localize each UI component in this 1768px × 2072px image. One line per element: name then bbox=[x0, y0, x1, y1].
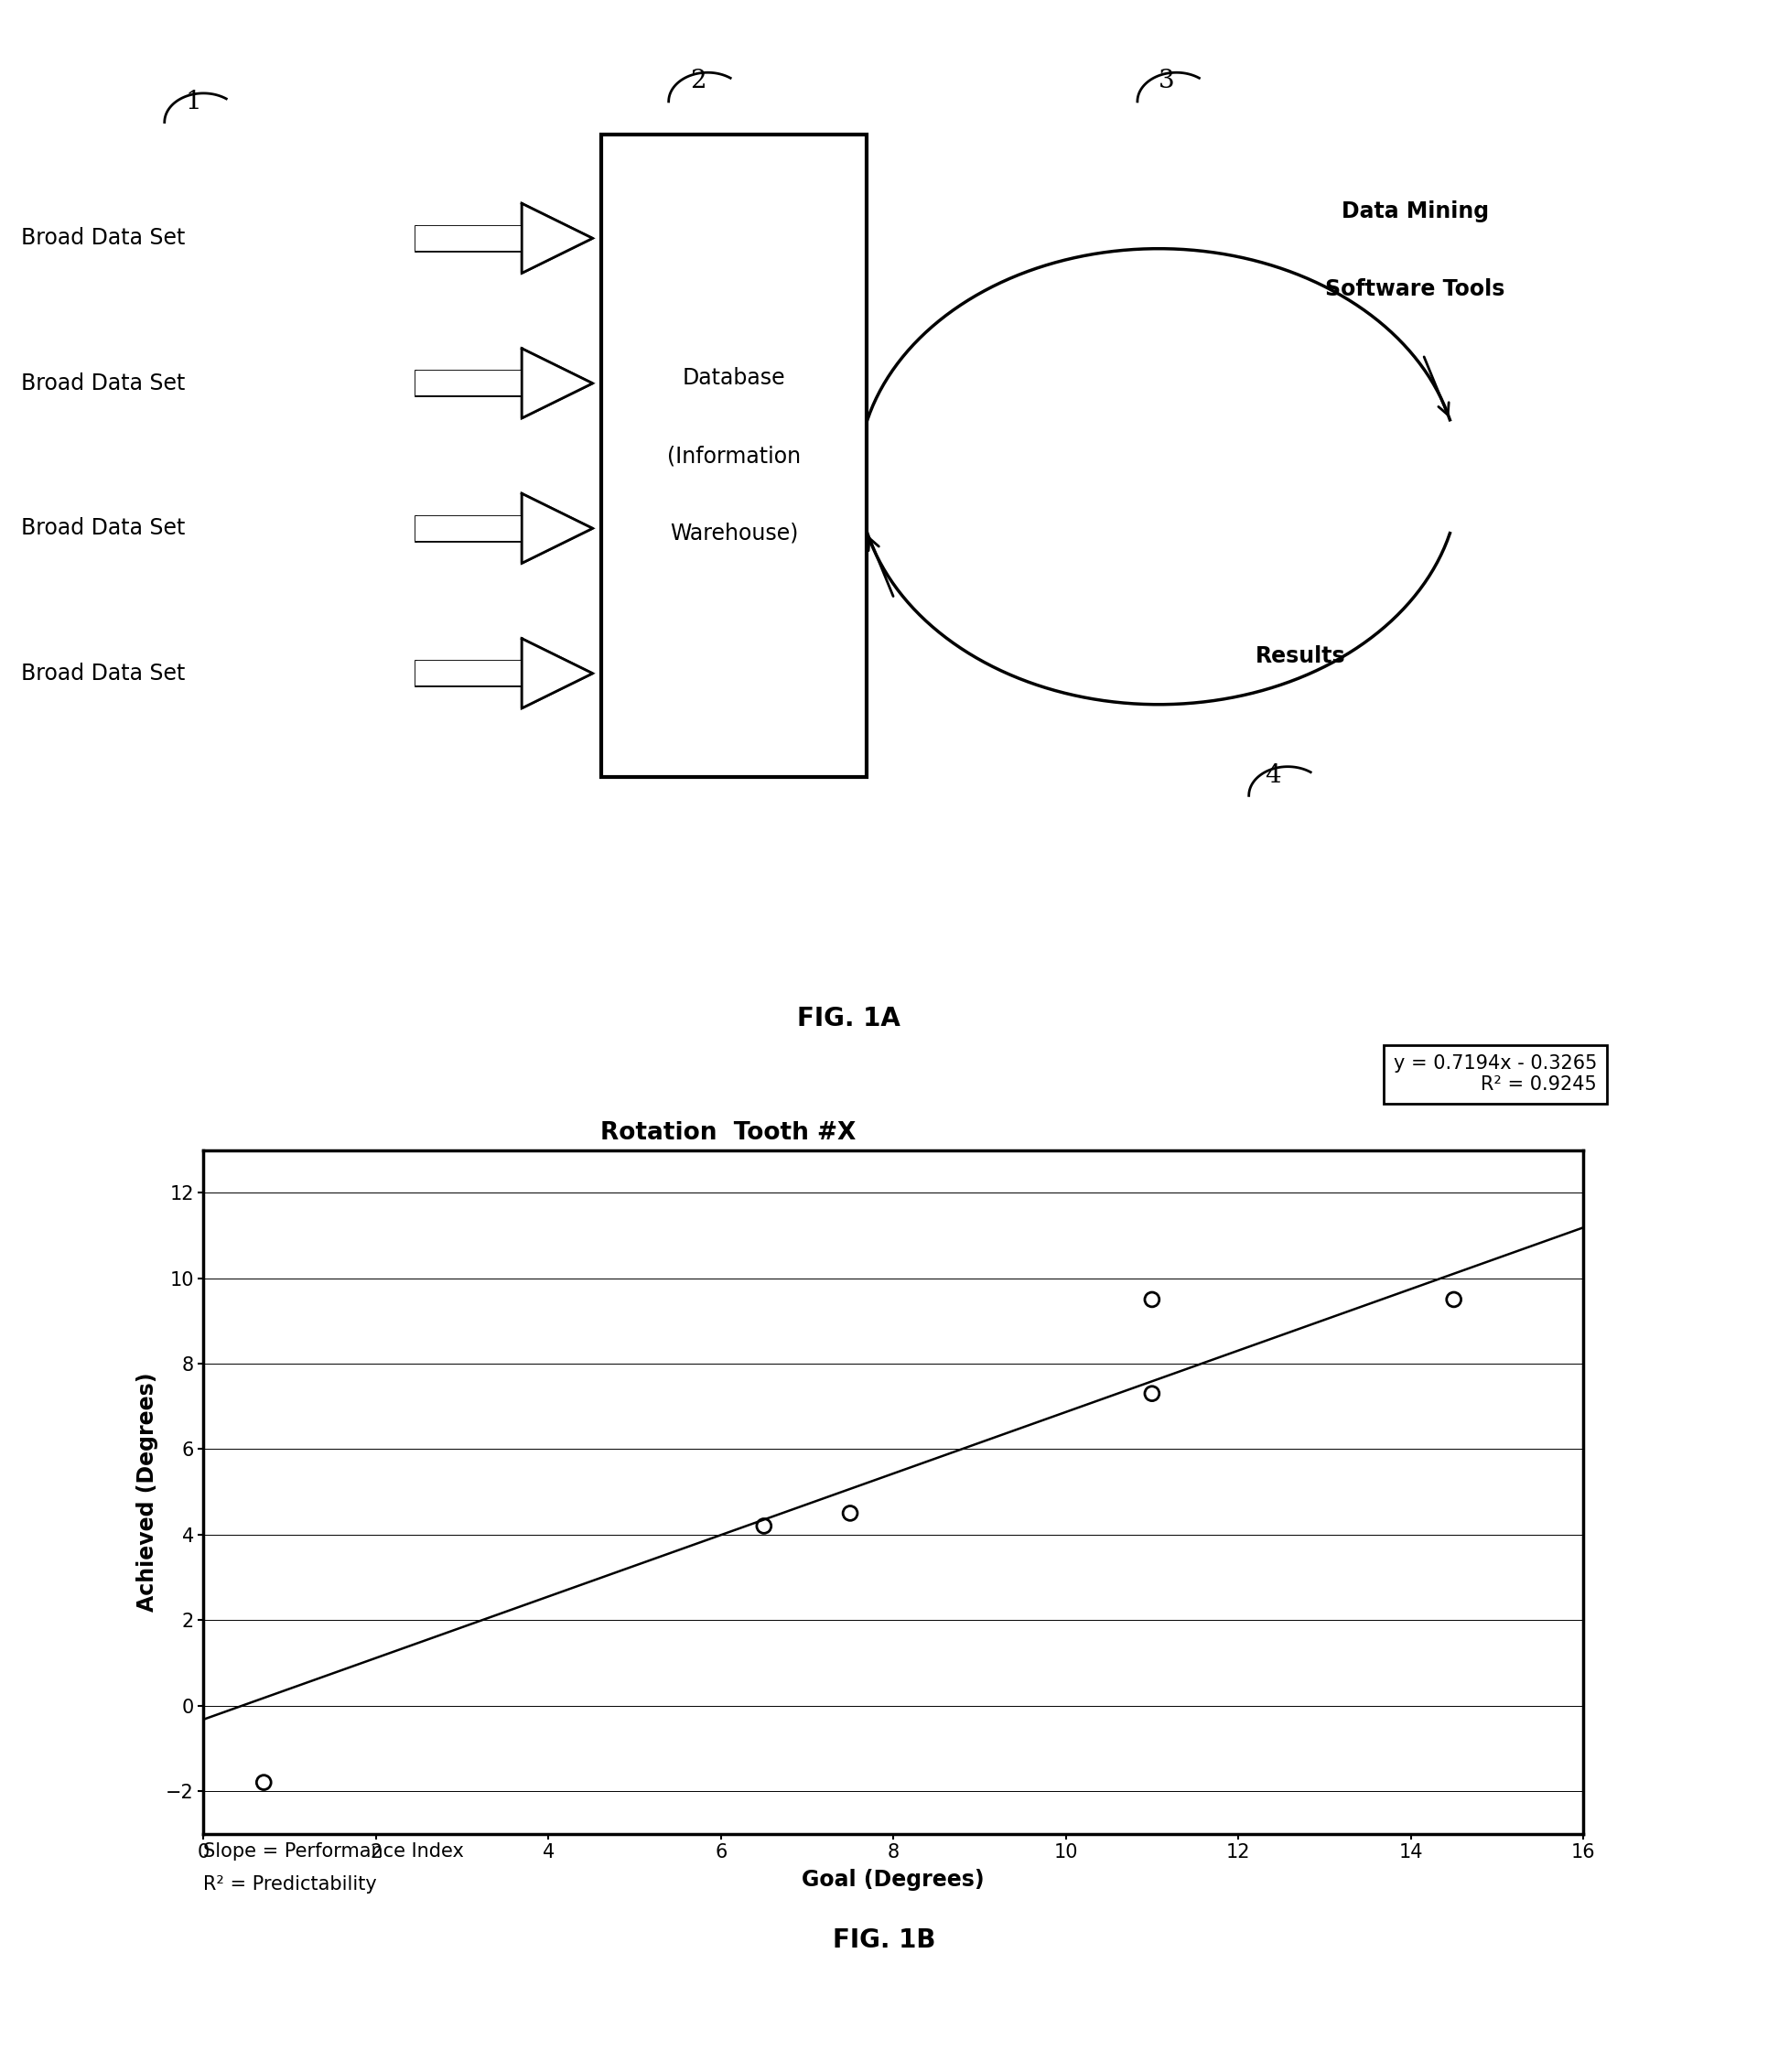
Y-axis label: Achieved (Degrees): Achieved (Degrees) bbox=[136, 1372, 157, 1612]
Text: Results: Results bbox=[1254, 646, 1345, 667]
Text: Broad Data Set: Broad Data Set bbox=[21, 518, 186, 539]
Text: Slope = Performance Index: Slope = Performance Index bbox=[203, 1842, 463, 1861]
Polygon shape bbox=[522, 203, 592, 274]
Text: Broad Data Set: Broad Data Set bbox=[21, 373, 186, 394]
Polygon shape bbox=[522, 493, 592, 564]
Title: Rotation  Tooth #X: Rotation Tooth #X bbox=[599, 1121, 856, 1146]
Text: Data Mining: Data Mining bbox=[1340, 201, 1489, 222]
Text: FIG. 1A: FIG. 1A bbox=[797, 1005, 900, 1032]
Point bbox=[1137, 1283, 1165, 1316]
Polygon shape bbox=[522, 638, 592, 709]
Text: Database: Database bbox=[682, 367, 785, 390]
Text: 4: 4 bbox=[1264, 762, 1280, 787]
Point bbox=[249, 1765, 278, 1798]
Text: y = 0.7194x - 0.3265
R² = 0.9245: y = 0.7194x - 0.3265 R² = 0.9245 bbox=[1393, 1055, 1597, 1094]
Point bbox=[750, 1508, 778, 1542]
Text: 1: 1 bbox=[186, 89, 202, 114]
Text: 2: 2 bbox=[690, 68, 705, 93]
Text: Broad Data Set: Broad Data Set bbox=[21, 663, 186, 684]
X-axis label: Goal (Degrees): Goal (Degrees) bbox=[801, 1869, 985, 1892]
Text: Warehouse): Warehouse) bbox=[670, 522, 797, 545]
Polygon shape bbox=[522, 348, 592, 419]
Text: 3: 3 bbox=[1158, 68, 1174, 93]
Text: (Information: (Information bbox=[667, 445, 801, 466]
Bar bbox=[415, 371, 522, 396]
Text: FIG. 1B: FIG. 1B bbox=[833, 1927, 935, 1954]
Bar bbox=[415, 226, 522, 251]
Bar bbox=[601, 135, 866, 777]
Text: Software Tools: Software Tools bbox=[1324, 278, 1505, 300]
Text: R² = Predictability: R² = Predictability bbox=[203, 1875, 377, 1894]
Bar bbox=[415, 516, 522, 541]
Point bbox=[1137, 1378, 1165, 1411]
Point bbox=[836, 1496, 865, 1529]
Bar bbox=[415, 661, 522, 686]
Point bbox=[1439, 1283, 1467, 1316]
Text: Broad Data Set: Broad Data Set bbox=[21, 228, 186, 249]
